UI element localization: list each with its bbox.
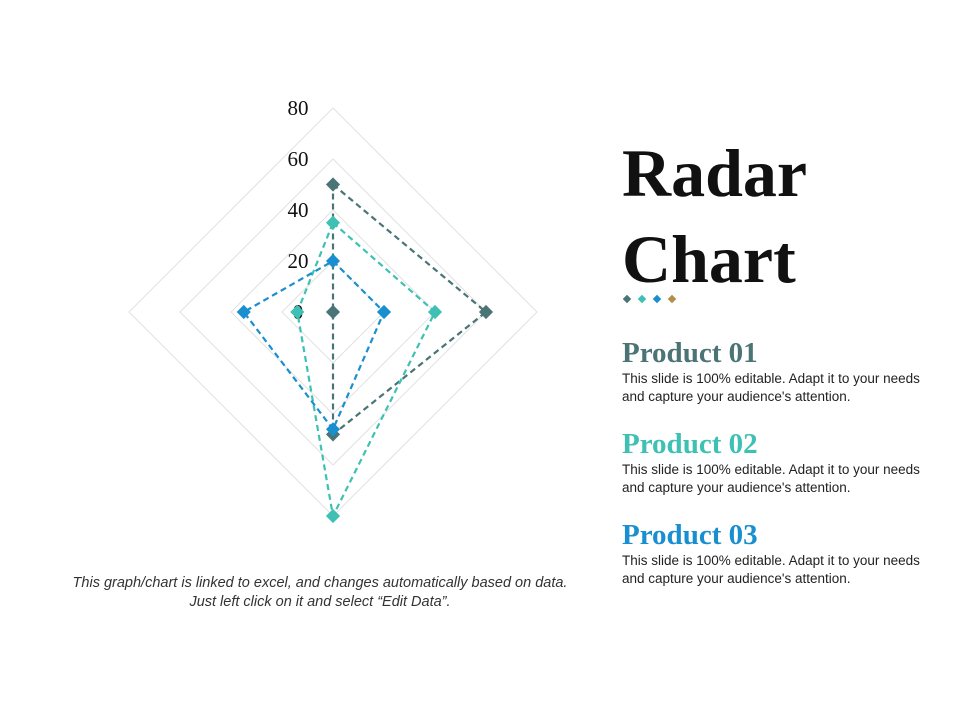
radar-grid-ring-1: [281, 260, 385, 364]
radar-grid-ring-3: [179, 158, 487, 466]
radar-series-3: [236, 253, 392, 437]
product-name: Product 03: [622, 519, 758, 551]
radar-series-1: [325, 177, 494, 442]
radar-tick-label: 20: [288, 249, 309, 273]
radar-point: [325, 422, 341, 437]
chart-title-line-2: Chart: [622, 221, 796, 297]
radar-series-line: [331, 182, 488, 437]
radar-series-group: [236, 177, 494, 524]
product-name: Product 02: [622, 428, 758, 460]
radar-point: [325, 253, 341, 269]
chart-title-line-1: Radar: [622, 135, 808, 211]
radar-point: [236, 304, 251, 320]
radar-point: [325, 508, 341, 524]
radar-point: [427, 304, 443, 320]
product-description: This slide is 100% editable. Adapt it to…: [622, 553, 920, 586]
product-block-1: Product 01 This slide is 100% editable. …: [622, 338, 922, 406]
radar-series-2: [290, 215, 443, 524]
accent-dot-3: [652, 294, 662, 304]
radar-tick-label: 60: [288, 147, 309, 171]
radar-point: [325, 177, 341, 192]
radar-tick-label: 40: [288, 198, 309, 222]
accent-dot-4: [667, 294, 677, 304]
radar-point: [376, 304, 392, 320]
radar-point: [478, 304, 494, 320]
chart-footnote: This graph/chart is linked to excel, and…: [72, 575, 568, 610]
product-description: This slide is 100% editable. Adapt it to…: [622, 462, 920, 495]
product-block-3: Product 03 This slide is 100% editable. …: [622, 520, 922, 588]
product-description: This slide is 100% editable. Adapt it to…: [622, 371, 920, 404]
product-block-2: Product 02 This slide is 100% editable. …: [622, 429, 922, 497]
chart-title: Radar Chart: [622, 130, 807, 302]
radar-point: [325, 304, 341, 320]
radar-point: [290, 304, 305, 320]
radar-tick-label: 80: [288, 96, 309, 120]
accent-dot-1: [622, 294, 632, 304]
accent-dot-2: [637, 294, 647, 304]
radar-chart: 020406080: [128, 96, 538, 524]
accent-dots: [622, 294, 677, 304]
product-name: Product 01: [622, 337, 758, 369]
radar-point: [325, 215, 341, 230]
